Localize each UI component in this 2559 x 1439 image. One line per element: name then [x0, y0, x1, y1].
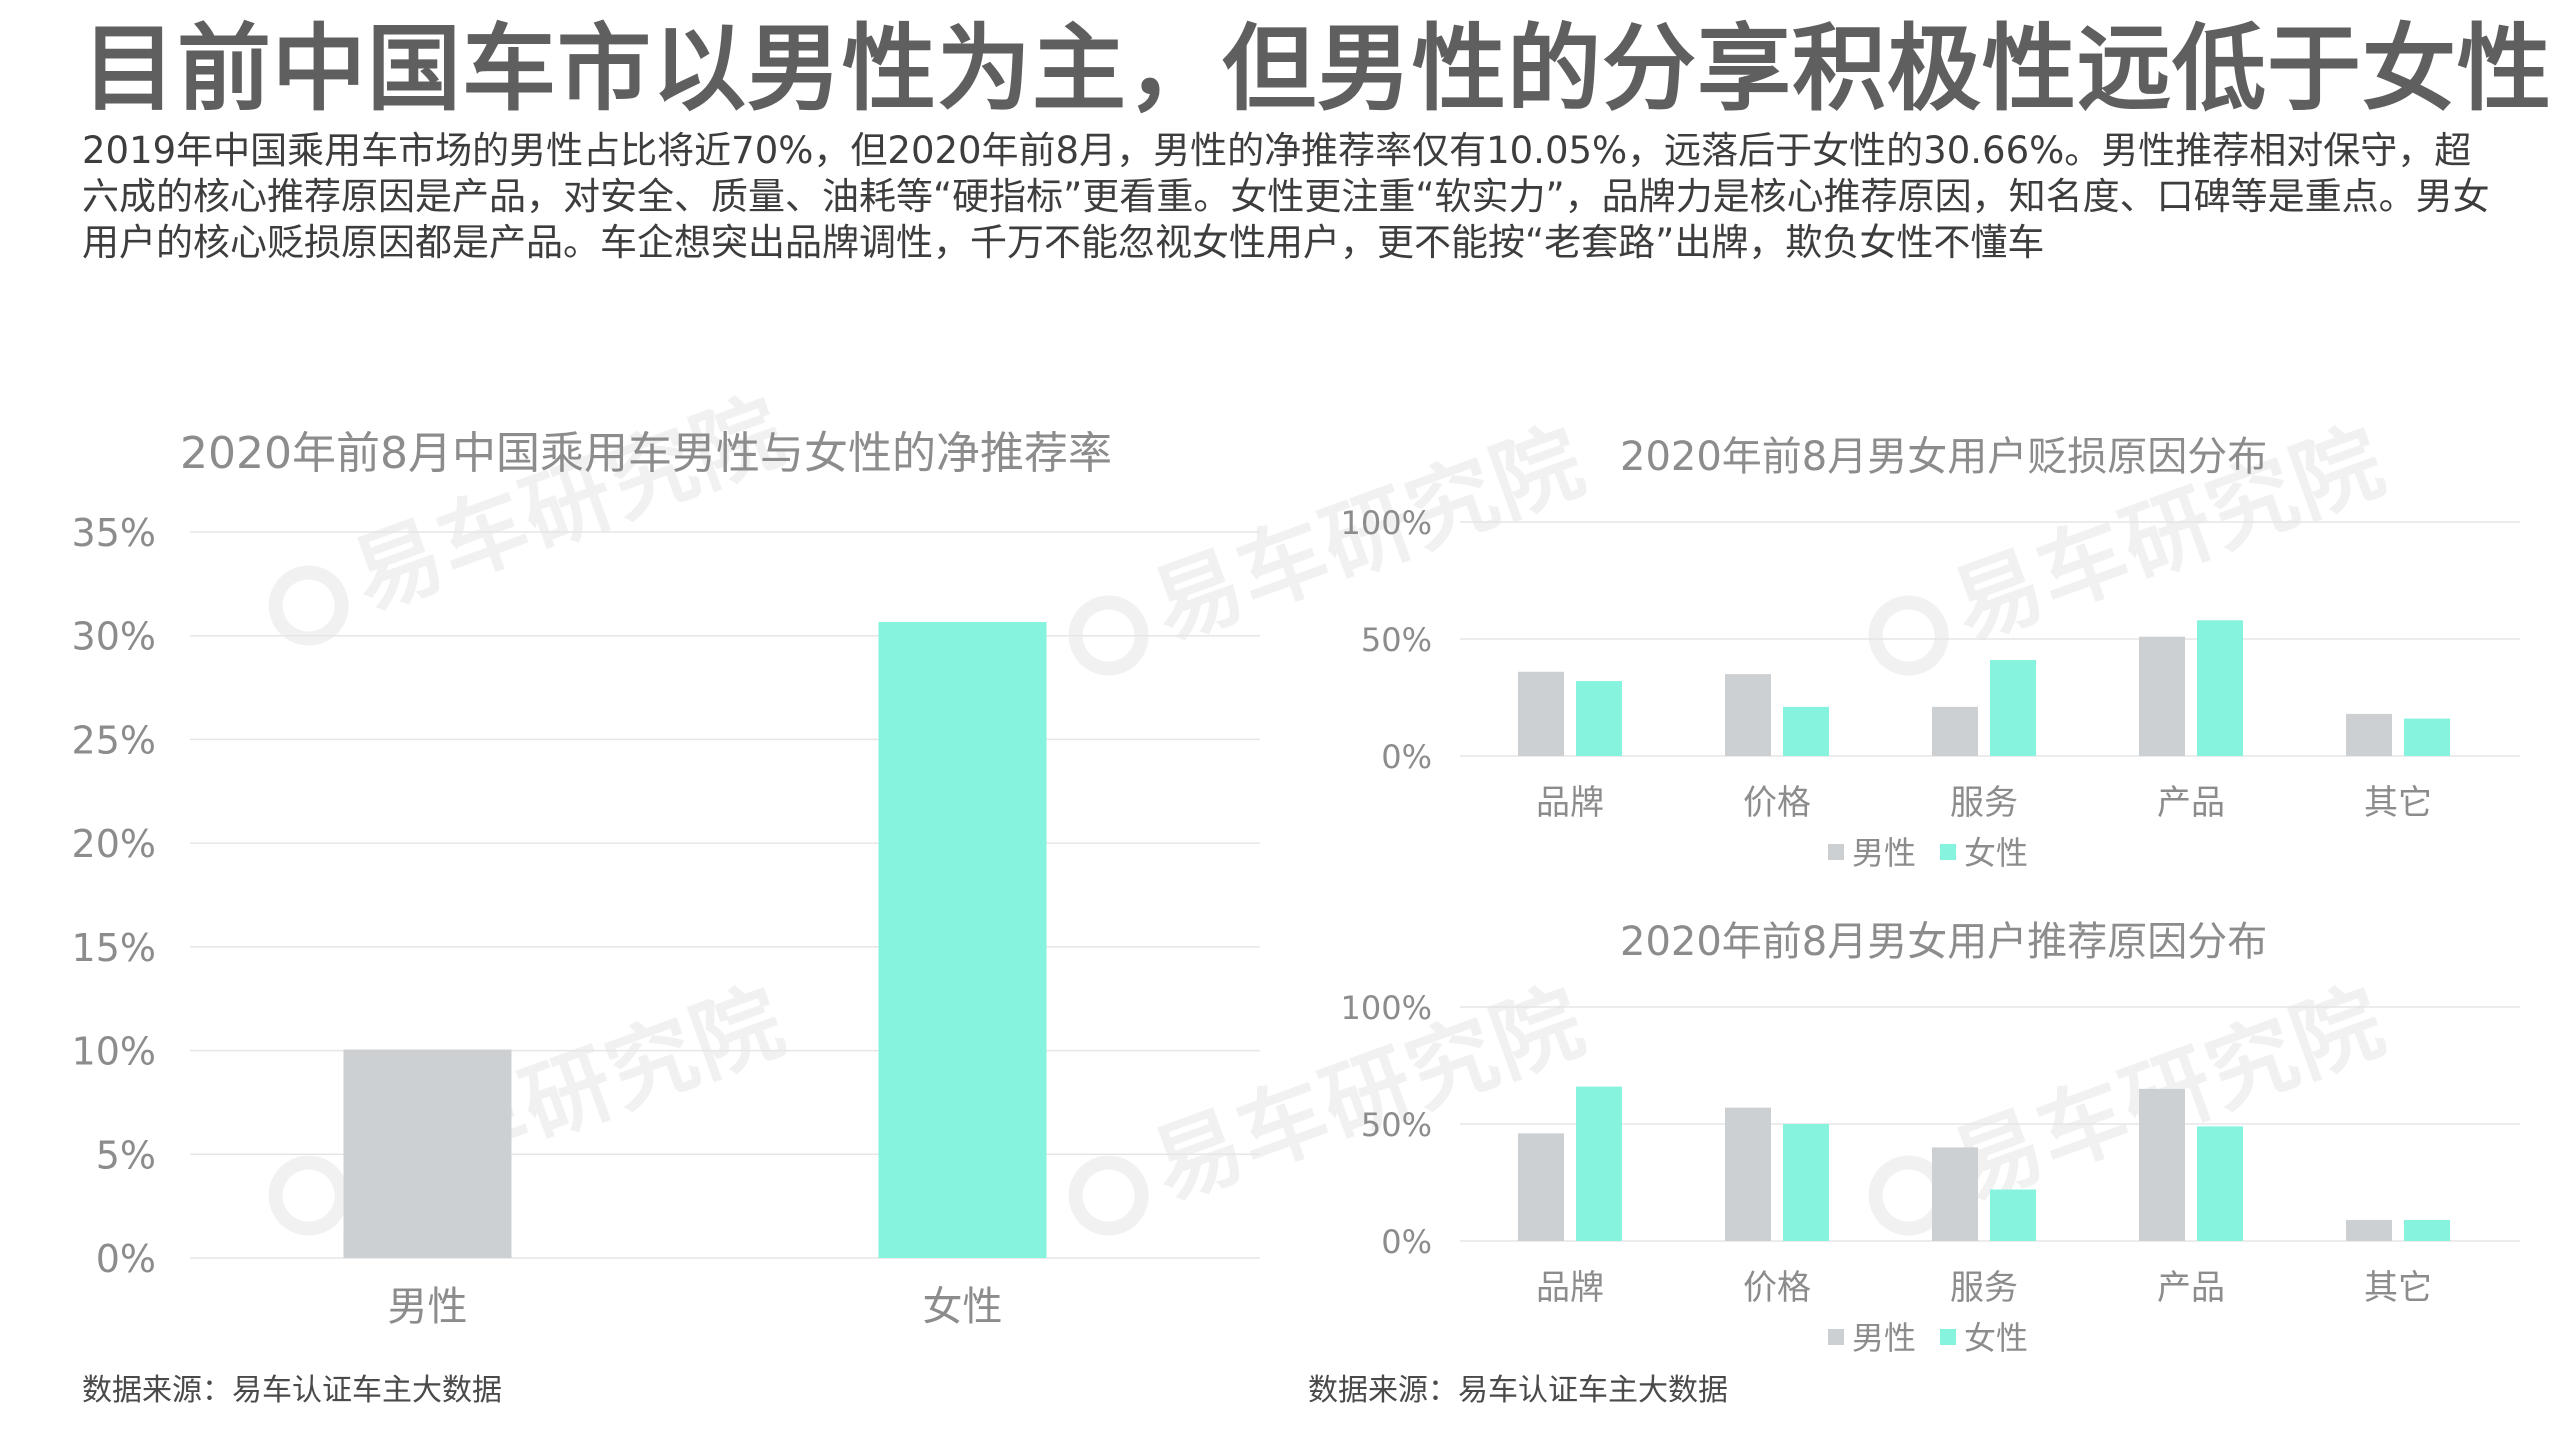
legend-swatch-male — [1828, 1329, 1844, 1345]
bar-female — [1783, 1124, 1829, 1241]
promoter-reasons-chart: 2020年前8月男女用户推荐原因分布 0% 50% 100% 品牌 价格 服务 产品 其它男性 女… — [1320, 905, 2520, 1375]
bar-male — [1518, 671, 1564, 756]
chart-title: 2020年前8月中国乘用车男性与女性的净推荐率 — [180, 428, 1112, 479]
legend-swatch-male — [1828, 844, 1844, 860]
y-tick-label: 10% — [72, 1030, 156, 1074]
y-tick-label: 50% — [1361, 621, 1432, 659]
y-tick-label: 20% — [72, 822, 156, 866]
legend-label: 男性 — [1852, 834, 1916, 872]
category-label: 价格 — [1743, 783, 1811, 823]
page-title: 目前中国车市以男性为主，但男性的分享积极性远低于女性 — [82, 15, 2553, 124]
y-tick-label: 0% — [1381, 1223, 1432, 1261]
category-label: 女性 — [923, 1284, 1003, 1330]
category-label: 产品 — [2157, 783, 2225, 823]
bar-female — [1990, 1189, 2036, 1241]
chart-title: 2020年前8月男女用户推荐原因分布 — [1620, 919, 2267, 965]
page-summary: 2019年中国乘用车市场的男性占比将近70%，但2020年前8月，男性的净推荐率… — [82, 129, 2490, 264]
category-label: 品牌 — [1536, 783, 1604, 823]
bar-male — [1725, 1107, 1771, 1241]
bar-male — [2139, 1088, 2185, 1241]
category-label: 价格 — [1743, 1268, 1811, 1308]
y-tick-label: 5% — [96, 1133, 156, 1177]
legend-label: 女性 — [1964, 834, 2028, 872]
bar-female — [1990, 660, 2036, 756]
legend-label: 女性 — [1964, 1319, 2028, 1357]
y-tick-label: 30% — [72, 615, 156, 659]
y-tick-label: 15% — [72, 926, 156, 970]
bar-male — [1932, 706, 1978, 756]
y-tick-label: 0% — [1381, 738, 1432, 776]
bar-male — [1518, 1133, 1564, 1241]
y-tick-label: 25% — [72, 718, 156, 762]
category-label: 其它 — [2364, 1268, 2432, 1308]
source-note-right: 数据来源：易车认证车主大数据 — [1308, 1373, 1728, 1408]
bar-male — [343, 1049, 512, 1258]
category-label: 服务 — [1950, 1268, 2018, 1308]
bar-female — [2197, 620, 2243, 756]
category-label: 男性 — [388, 1284, 468, 1330]
category-label: 其它 — [2364, 783, 2432, 823]
chart-title: 2020年前8月男女用户贬损原因分布 — [1620, 434, 2267, 480]
bar-male — [2139, 636, 2185, 756]
category-label: 服务 — [1950, 783, 2018, 823]
source-note-left: 数据来源：易车认证车主大数据 — [82, 1373, 502, 1408]
nps-chart: 2020年前8月中国乘用车男性与女性的净推荐率 0% 5% 10% 15% 20% 25% 3… — [60, 420, 1280, 1340]
bar-female — [2404, 1219, 2450, 1241]
nps-chart-svg: 2020年前8月中国乘用车男性与女性的净推荐率 0% 5% 10% 15% 20% 25% 3… — [72, 428, 1260, 1330]
detractor-reasons-chart: 2020年前8月男女用户贬损原因分布 0% 50% 100% 品牌 价格 服务 产品 其它男性 女… — [1320, 420, 2520, 890]
bar-female — [878, 622, 1047, 1258]
y-tick-label: 50% — [1361, 1106, 1432, 1144]
category-label: 品牌 — [1536, 1268, 1604, 1308]
bar-male — [1725, 674, 1771, 756]
y-tick-label: 0% — [96, 1237, 156, 1281]
bar-male — [2346, 713, 2392, 756]
bar-female — [2197, 1126, 2243, 1241]
legend-label: 男性 — [1852, 1319, 1916, 1357]
bar-female — [1783, 706, 1829, 756]
category-label: 产品 — [2157, 1268, 2225, 1308]
bar-female — [1576, 1086, 1622, 1241]
y-tick-label: 35% — [72, 511, 156, 555]
bar-female — [1576, 681, 1622, 756]
bar-male — [2346, 1219, 2392, 1241]
legend-swatch-female — [1940, 1329, 1956, 1345]
y-tick-label: 100% — [1341, 504, 1432, 542]
legend-swatch-female — [1940, 844, 1956, 860]
y-tick-label: 100% — [1341, 989, 1432, 1027]
bar-male — [1932, 1147, 1978, 1241]
bar-female — [2404, 718, 2450, 756]
